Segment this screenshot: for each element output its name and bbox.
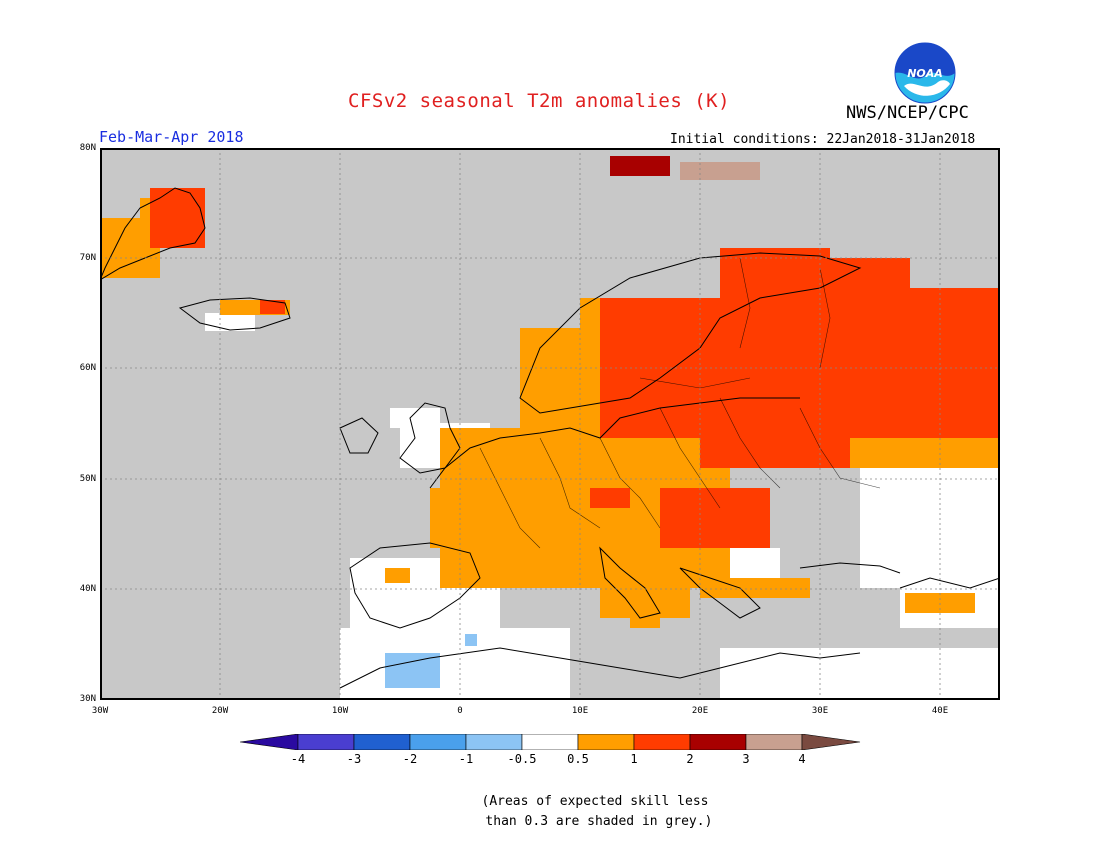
colorbar-tick: 1 [630, 752, 638, 766]
country-borders [479, 257, 881, 549]
skill-note: (Areas of expected skill less than 0.3 a… [481, 794, 713, 829]
lon-label: 40E [931, 706, 949, 716]
white-anomaly-areas [205, 313, 1000, 700]
colorbar-segment [577, 734, 635, 750]
map-title: CFSv2 seasonal T2m anomalies (K) [348, 90, 731, 112]
lon-label: 10W [331, 706, 349, 716]
coastlines [100, 187, 1000, 689]
anomaly-map [100, 148, 1000, 700]
map-frame [100, 148, 1000, 700]
colorbar-segment [409, 734, 467, 750]
lon-label: 0 [457, 706, 463, 716]
initial-conditions: Initial conditions: 22Jan2018-31Jan2018 [670, 132, 976, 147]
lon-label: 20W [211, 706, 229, 716]
lat-label: 70N [79, 253, 96, 263]
colorbar-tick: -2 [402, 752, 418, 766]
lat-label: 80N [79, 143, 96, 153]
noaa-logo-icon: NOAA [894, 42, 956, 104]
lon-label: 30W [91, 706, 109, 716]
lon-label: 10E [571, 706, 589, 716]
lon-label: 20E [691, 706, 709, 716]
colorbar-segment [240, 734, 299, 750]
colorbar-segment [465, 734, 523, 750]
svg-text:NOAA: NOAA [907, 67, 943, 80]
colorbar-tick: 3 [742, 752, 750, 766]
lon-label: 30E [811, 706, 829, 716]
colorbar-segment [801, 734, 861, 750]
colorbar-segment [297, 734, 355, 750]
lat-label: 50N [79, 474, 96, 484]
colorbar-tick: 4 [798, 752, 806, 766]
agency-label: NWS/NCEP/CPC [846, 103, 969, 123]
colorbar-tick: 2 [686, 752, 694, 766]
forecast-period: Feb-Mar-Apr 2018 [99, 128, 244, 146]
colorbar [240, 734, 861, 750]
darkred-anomaly-areas [610, 156, 670, 176]
colorbar-segment [689, 734, 747, 750]
graticule [100, 148, 1000, 700]
colorbar-segment [521, 734, 579, 750]
lightblue-anomaly-areas [385, 634, 477, 688]
colorbar-tick: -4 [290, 752, 306, 766]
colorbar-tick: -0.5 [507, 752, 537, 766]
colorbar-segment [745, 734, 803, 750]
colorbar-tick: -3 [346, 752, 362, 766]
colorbar-segment [353, 734, 411, 750]
colorbar-tick: -1 [458, 752, 474, 766]
colorbar-segment [633, 734, 691, 750]
colorbar-tick: 0.5 [567, 752, 589, 766]
lat-label: 30N [79, 694, 96, 704]
lat-label: 40N [79, 584, 96, 594]
tan-anomaly-areas [680, 162, 760, 180]
lat-label: 60N [79, 363, 96, 373]
